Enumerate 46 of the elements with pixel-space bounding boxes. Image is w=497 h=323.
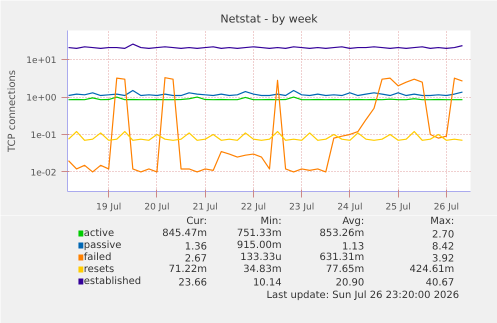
text: 10.14 — [252, 278, 282, 288]
legend-label: resets — [84, 264, 114, 275]
legend-label: failed — [84, 252, 112, 263]
x-tick-label: 26 Jul — [434, 202, 459, 212]
text: 915.00m — [236, 240, 282, 251]
chart-title: Netstat - by week — [220, 12, 318, 26]
text: 23.66 — [178, 278, 207, 288]
text: 71.22m — [168, 264, 207, 275]
text: 34.83m — [243, 264, 282, 275]
text: 2.67 — [184, 254, 207, 264]
y-axis-title: TCP connections — [7, 70, 18, 154]
x-tick-label: 21 Jul — [192, 202, 218, 212]
x-tick-label: 22 Jul — [240, 202, 266, 212]
text: 3.92 — [432, 254, 454, 264]
text: 845.47m — [162, 228, 207, 239]
text: 133.33u — [240, 252, 282, 263]
line-series — [68, 130, 464, 141]
text: Cur: — [186, 216, 207, 227]
text: 40.67 — [426, 278, 454, 288]
line-series — [68, 77, 464, 173]
y-tick-label: 1e+01 — [26, 56, 57, 66]
text: 853.26m — [320, 228, 364, 239]
text: 1.36 — [184, 242, 207, 252]
x-tick-label: 20 Jul — [144, 202, 170, 212]
x-tick-label: 23 Jul — [289, 202, 314, 212]
legend-label: established — [84, 276, 142, 287]
x-tick-label: 25 Jul — [386, 202, 411, 212]
text: Min: — [260, 216, 282, 227]
text: 2.70 — [432, 230, 454, 240]
text: 77.65m — [326, 264, 364, 275]
y-tick-label: 1e-01 — [30, 130, 57, 141]
text: 631.31m — [320, 252, 364, 263]
legend-label: passive — [84, 240, 122, 251]
text: Max: — [430, 216, 454, 227]
text: 424.61m — [410, 264, 454, 275]
legend-label: active — [84, 228, 114, 239]
text: 1.13 — [342, 242, 364, 252]
y-tick-label: 1e-02 — [30, 168, 57, 178]
text: 20.90 — [336, 278, 364, 288]
x-tick-label: 19 Jul — [96, 202, 122, 212]
y-tick-label: 1e+00 — [26, 94, 57, 104]
text: 751.33m — [236, 228, 282, 239]
x-tick-label: 24 Jul — [337, 202, 362, 212]
text: 8.42 — [432, 242, 454, 252]
text: Avg: — [342, 216, 364, 227]
text: Last update: Sun Jul 26 23:20:00 2026 — [266, 290, 460, 301]
